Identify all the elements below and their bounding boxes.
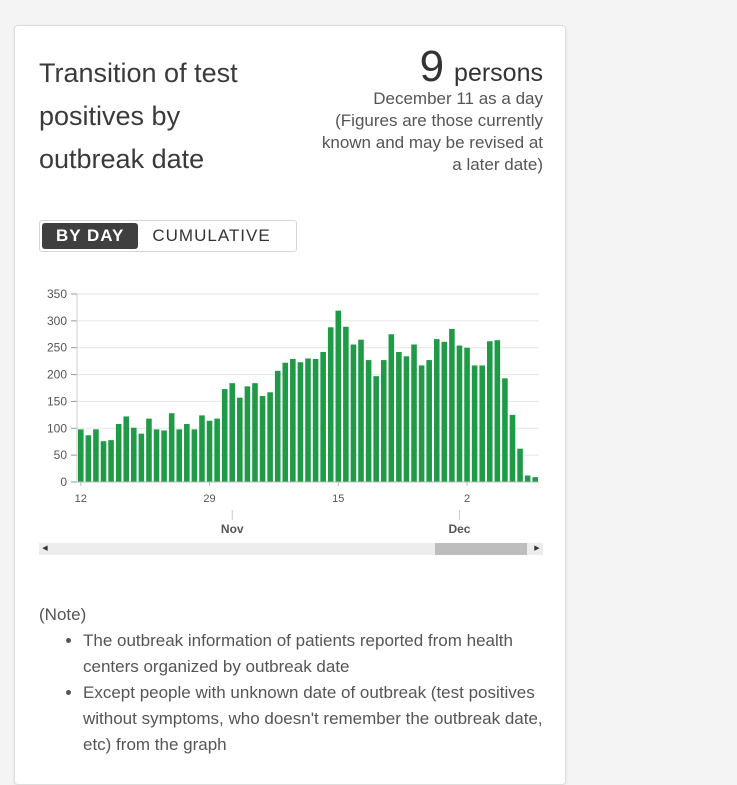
bar xyxy=(282,362,289,482)
bar xyxy=(532,477,538,482)
bar xyxy=(388,334,395,482)
chart-scrollbar[interactable]: ◀ ▶ xyxy=(39,543,543,555)
bar-chart: 0 50 100 150 200 250 300 350 12 29 15 2 Nov Dec xyxy=(47,287,539,536)
bar xyxy=(267,392,273,482)
bar xyxy=(396,352,402,482)
as-of-date: December 11 as a day xyxy=(373,89,543,108)
y-tick-label: 300 xyxy=(47,314,67,328)
bar xyxy=(244,386,251,482)
bar xyxy=(259,396,266,482)
bar xyxy=(426,360,432,482)
bar xyxy=(199,415,205,482)
bar xyxy=(486,341,493,482)
bar xyxy=(305,358,311,482)
bar xyxy=(297,362,304,482)
test-positives-card: Transition of test positives by outbreak… xyxy=(14,25,566,785)
bar xyxy=(373,376,379,482)
y-tick-label: 150 xyxy=(47,394,67,408)
headline-caveat: December 11 as a day (Figures are those … xyxy=(283,88,543,176)
notes: (Note) The outbreak information of patie… xyxy=(39,602,549,758)
bar xyxy=(153,429,160,482)
bar xyxy=(456,345,463,482)
x-tick-label: 12 xyxy=(75,493,87,505)
headline-figure: 9 persons xyxy=(420,42,543,92)
note-title: (Note) xyxy=(39,605,87,624)
note-item: The outbreak information of patients rep… xyxy=(83,628,549,680)
month-label: Dec xyxy=(448,522,470,536)
bar xyxy=(433,339,440,482)
bar xyxy=(517,448,523,482)
by-day-button[interactable]: BY DAY xyxy=(42,223,139,249)
y-tick-label: 350 xyxy=(47,287,67,301)
y-tick-label: 100 xyxy=(47,421,67,435)
bar xyxy=(214,418,220,482)
count-unit: persons xyxy=(454,59,543,87)
bar xyxy=(146,418,152,482)
bar xyxy=(350,344,357,482)
bar xyxy=(524,475,531,482)
caveat-line: (Figures are those currently xyxy=(335,111,543,130)
bar xyxy=(100,441,107,482)
bar xyxy=(131,427,137,482)
x-tick-label: 2 xyxy=(464,493,470,505)
note-list: The outbreak information of patients rep… xyxy=(39,628,549,758)
bar xyxy=(221,389,228,482)
bar xyxy=(327,327,334,482)
bar xyxy=(168,413,175,482)
x-tick-label: 15 xyxy=(332,493,344,505)
caveat-line: a later date) xyxy=(452,155,543,174)
bar xyxy=(343,326,349,482)
scroll-right-icon[interactable]: ▶ xyxy=(534,545,540,552)
latest-count: 9 xyxy=(419,42,445,91)
bar xyxy=(176,429,183,482)
bar xyxy=(93,429,99,482)
bar xyxy=(161,430,167,482)
y-tick-label: 250 xyxy=(47,341,67,355)
bar xyxy=(312,358,319,482)
bar xyxy=(502,378,508,482)
bar xyxy=(479,365,485,482)
x-tick-label: 29 xyxy=(203,493,215,505)
bar xyxy=(206,420,213,482)
bar xyxy=(108,440,114,482)
month-label: Nov xyxy=(221,522,244,536)
bar xyxy=(123,416,130,482)
bar xyxy=(290,358,296,482)
bar xyxy=(115,423,122,482)
caveat-line: known and may be revised at xyxy=(321,133,543,152)
y-tick-label: 0 xyxy=(60,475,67,489)
bar xyxy=(494,340,501,482)
cumulative-button[interactable]: CUMULATIVE xyxy=(152,226,271,245)
bar xyxy=(441,341,448,482)
view-toggle: BY DAY CUMULATIVE xyxy=(39,220,297,252)
bar xyxy=(191,429,198,482)
bar xyxy=(184,423,190,482)
bar xyxy=(85,435,92,482)
y-tick-label: 200 xyxy=(47,368,67,382)
bar xyxy=(274,370,281,482)
bar xyxy=(237,397,243,482)
bar xyxy=(403,356,410,482)
note-item: Except people with unknown date of outbr… xyxy=(83,680,549,758)
card-title: Transition of test positives by outbreak… xyxy=(39,58,238,174)
bar xyxy=(365,360,372,482)
bar xyxy=(252,383,258,482)
bar xyxy=(229,383,236,482)
bar xyxy=(320,352,326,482)
bar xyxy=(411,344,417,482)
bar xyxy=(464,347,470,482)
bar xyxy=(335,310,342,482)
chart-container: 0 50 100 150 200 250 300 350 12 29 15 2 Nov Dec xyxy=(15,282,567,547)
bar xyxy=(509,414,516,482)
bar xyxy=(138,433,145,482)
bar xyxy=(380,360,387,482)
scroll-thumb[interactable] xyxy=(435,543,527,555)
bar xyxy=(358,339,364,482)
bar xyxy=(418,365,425,482)
scroll-left-icon[interactable]: ◀ xyxy=(42,545,48,552)
bar xyxy=(471,365,478,482)
y-tick-label: 50 xyxy=(54,448,68,462)
bar xyxy=(449,328,455,482)
bar xyxy=(78,429,84,482)
